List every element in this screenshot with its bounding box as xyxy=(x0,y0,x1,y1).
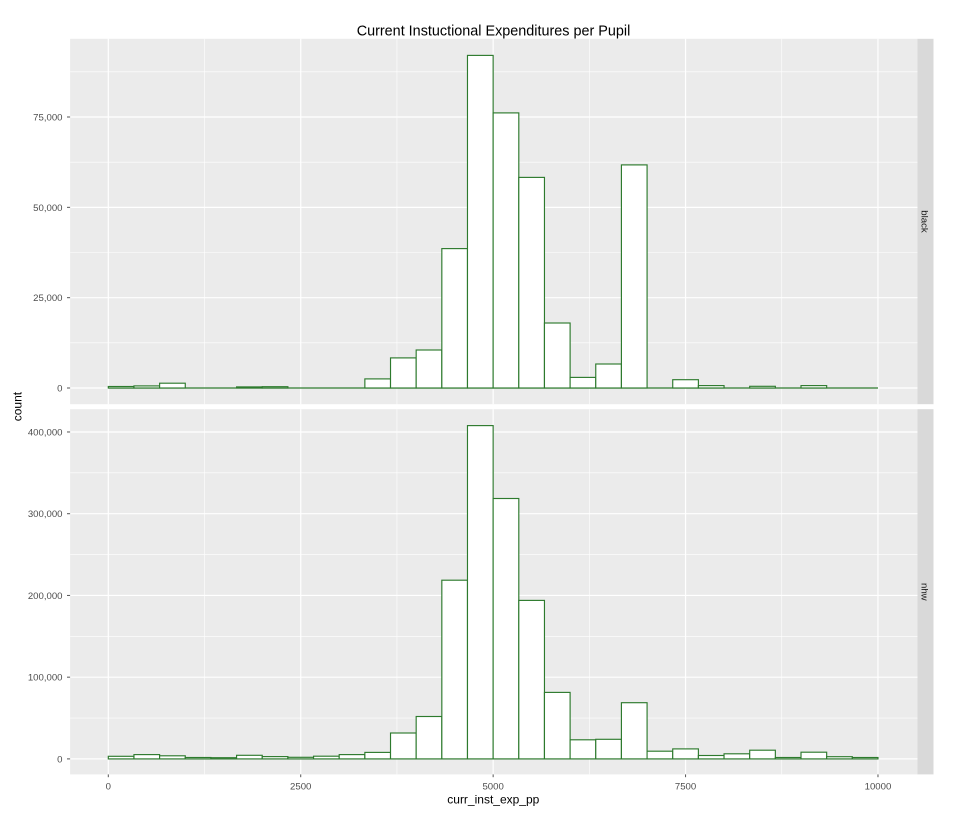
svg-text:300,000: 300,000 xyxy=(28,509,63,520)
svg-text:400,000: 400,000 xyxy=(28,427,63,438)
svg-text:200,000: 200,000 xyxy=(28,591,63,602)
svg-text:100,000: 100,000 xyxy=(28,673,63,684)
svg-text:count: count xyxy=(11,391,25,421)
svg-text:2500: 2500 xyxy=(290,782,311,793)
svg-text:50,000: 50,000 xyxy=(33,203,62,214)
svg-text:25,000: 25,000 xyxy=(33,293,62,304)
svg-text:0: 0 xyxy=(57,384,62,395)
svg-text:nhw: nhw xyxy=(919,583,930,601)
svg-text:75,000: 75,000 xyxy=(33,113,62,124)
svg-text:0: 0 xyxy=(106,782,111,793)
svg-text:0: 0 xyxy=(57,754,62,765)
svg-text:black: black xyxy=(919,210,930,233)
svg-text:7500: 7500 xyxy=(675,782,696,793)
svg-text:Current Instuctional Expenditu: Current Instuctional Expenditures per Pu… xyxy=(357,24,631,40)
svg-text:10000: 10000 xyxy=(865,782,892,793)
svg-text:curr_inst_exp_pp: curr_inst_exp_pp xyxy=(447,793,539,807)
svg-text:5000: 5000 xyxy=(482,782,503,793)
